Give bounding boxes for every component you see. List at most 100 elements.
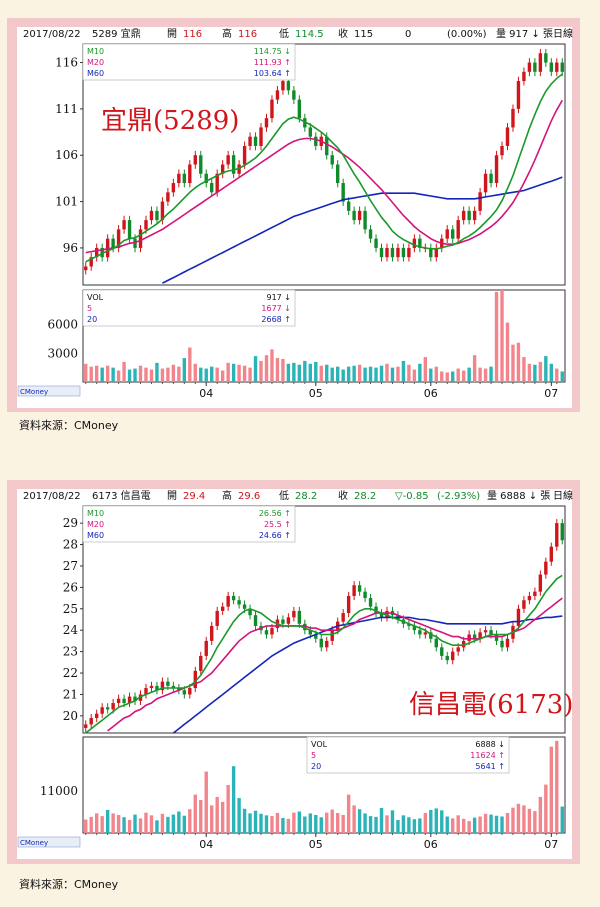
candle: [478, 632, 482, 639]
volume-bar: [467, 367, 471, 382]
candle: [472, 210, 477, 221]
volume-bar: [407, 364, 411, 382]
candle: [335, 164, 340, 184]
volume-legend-name: VOL: [311, 740, 328, 749]
volume-bar: [390, 810, 395, 833]
candle: [555, 62, 559, 72]
candle: [374, 238, 378, 248]
y-tick-label: 101: [55, 195, 78, 209]
candle: [451, 651, 455, 661]
volume-bar: [346, 794, 351, 833]
header-low-label: 低: [279, 29, 289, 40]
candle: [445, 229, 449, 239]
candle: [500, 640, 504, 648]
volume-bar: [281, 359, 285, 382]
volume-bar: [127, 369, 132, 382]
ma-legend-value: 25.5 ↑: [264, 520, 291, 529]
y-tick-label: 96: [63, 241, 78, 255]
volume-bar: [396, 366, 400, 382]
volume-bar: [500, 290, 504, 382]
candle: [182, 173, 187, 184]
candle: [253, 615, 258, 626]
ma20-line: [85, 99, 563, 254]
candle: [456, 647, 460, 652]
candle: [544, 561, 548, 575]
candle: [533, 62, 537, 72]
x-tick-label: 07: [544, 387, 558, 400]
candle: [220, 606, 225, 611]
candle: [270, 628, 274, 635]
y-tick-label: 29: [63, 516, 78, 530]
volume-bar: [341, 814, 345, 833]
price-plot-area: [82, 43, 566, 286]
volume-bar: [494, 815, 499, 833]
candle: [357, 210, 362, 221]
volume-bar: [94, 813, 99, 833]
candle: [461, 640, 466, 648]
volume-bar: [171, 814, 176, 833]
volume-bar: [478, 367, 482, 382]
header-high-label: 高: [222, 491, 232, 502]
candle: [461, 210, 466, 221]
candle: [242, 604, 247, 609]
volume-bar: [297, 364, 302, 382]
candle: [308, 630, 313, 635]
candle: [352, 210, 356, 221]
candle: [84, 724, 88, 728]
volume-bar: [544, 784, 548, 833]
volume-legend-box: [82, 289, 296, 327]
volume-bar: [478, 816, 482, 833]
candle: [286, 81, 291, 91]
candle: [423, 632, 428, 635]
ma-legend-name: M60: [87, 69, 104, 78]
volume-bar: [210, 366, 214, 382]
candle: [292, 610, 296, 618]
candle: [144, 688, 148, 695]
candle: [412, 625, 417, 631]
volume-bar: [451, 818, 455, 833]
volume-bar: [182, 815, 187, 833]
stock-title: 信昌電(6173): [409, 690, 572, 720]
volume-bar: [352, 805, 356, 833]
candle: [127, 696, 132, 704]
candle: [215, 610, 219, 626]
candle: [226, 155, 230, 165]
volume-bar: [511, 807, 515, 833]
volume-bar: [346, 366, 351, 382]
header-close-label: 收: [338, 491, 348, 502]
ma-legend-value: 26.56 ↑: [259, 509, 291, 518]
volume-bar: [220, 801, 225, 833]
candle: [314, 634, 318, 639]
x-tick-label: 05: [309, 387, 323, 400]
ma-legend-box: [82, 505, 296, 543]
volume-bar: [177, 811, 181, 833]
volume-bar: [248, 367, 252, 382]
volume-bar: [264, 355, 269, 382]
volume-bar: [412, 369, 417, 382]
volume-bar: [286, 363, 291, 382]
candle: [89, 718, 93, 725]
candle: [111, 238, 115, 248]
volume-bar: [259, 360, 263, 382]
volume-bar: [533, 364, 537, 382]
volume-bar: [105, 809, 110, 833]
candle: [166, 681, 170, 686]
candle: [116, 229, 121, 248]
volume-bar: [418, 818, 422, 833]
volume-bar: [215, 367, 219, 382]
volume-bar: [385, 815, 389, 833]
volume-bar: [127, 819, 132, 833]
ma-legend-name: M10: [87, 509, 104, 518]
volume-bar: [237, 364, 241, 382]
volume-bar: [270, 349, 274, 382]
volume-bar: [160, 368, 165, 382]
candle: [357, 585, 362, 592]
volume-bar: [275, 813, 280, 833]
volume-bar: [374, 816, 378, 833]
candle: [368, 229, 373, 239]
volume-bar: [445, 372, 449, 382]
volume-bar: [133, 814, 137, 833]
candle: [379, 247, 384, 258]
volume-bar: [483, 368, 488, 382]
volume-bar: [94, 365, 99, 382]
